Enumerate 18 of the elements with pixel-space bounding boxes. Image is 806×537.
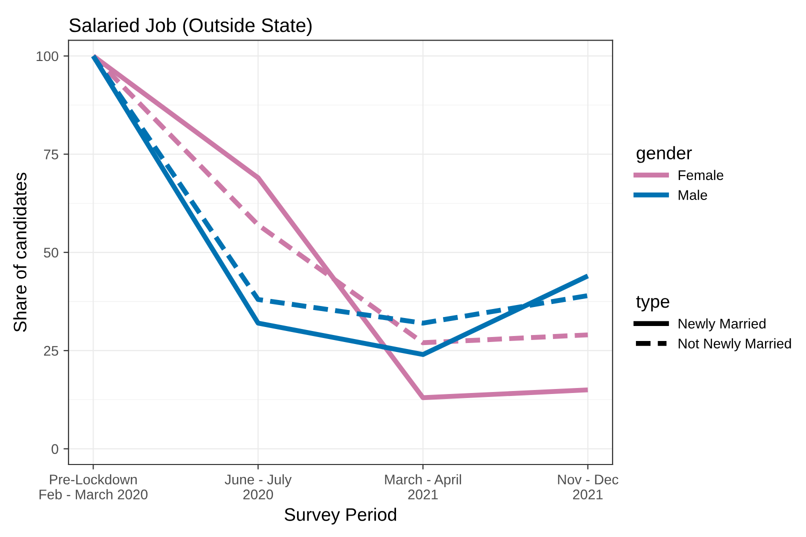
y-tick-label: 100 [36,51,58,62]
x-axis-title: Survey Period [284,508,396,525]
x-tick-label: Pre-Lockdown Feb - March 2020 [40,474,148,500]
x-tick-label: June - July 2020 [224,474,292,500]
text: type [636,296,670,312]
x-tick-label: March - April 2021 [385,474,462,500]
legend-label: Female [678,170,724,180]
y-tick-label: 75 [44,150,58,160]
chart-title: Salaried Job (Outside State) [69,18,312,36]
y-tick-label: 25 [44,346,58,356]
y-tick-label: 50 [44,248,58,258]
text: Newly Married [678,318,766,332]
x-tick-label: Nov - Dec 2021 [558,474,618,500]
y-axis-title: Share of candidates [13,172,26,332]
text: Not Newly Married [678,338,791,352]
legend-title: gender [636,146,692,163]
y-tick-label: 0 [52,444,58,454]
legend-label: Male [678,190,708,200]
